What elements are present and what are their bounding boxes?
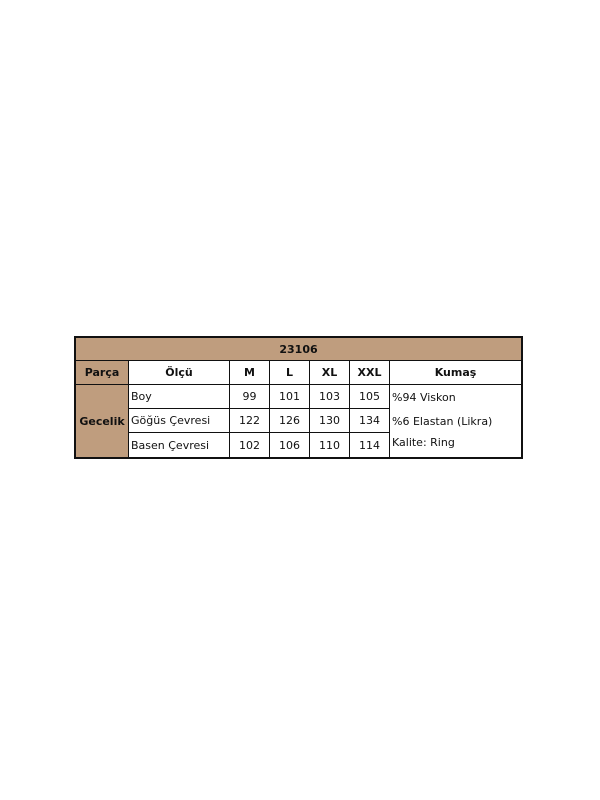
size-chart-table: 23106 Parça Ölçü M L XL XXL Kumaş Geceli…: [74, 336, 523, 459]
value-cell: 114: [350, 433, 390, 457]
value-cell: 102: [230, 433, 270, 457]
value-cell: 101: [270, 385, 310, 409]
header-size-m: M: [230, 361, 270, 385]
fabric-line: Kalite: Ring: [392, 435, 455, 449]
header-part: Parça: [76, 361, 129, 385]
row-label: Göğüs Çevresi: [129, 409, 230, 433]
header-size-xl: XL: [310, 361, 350, 385]
header-fabric: Kumaş: [390, 361, 521, 385]
product-code-title: 23106: [76, 338, 521, 361]
fabric-line: %6 Elastan (Likra): [392, 414, 493, 428]
value-cell: 126: [270, 409, 310, 433]
header-size-xxl: XXL: [350, 361, 390, 385]
value-cell: 134: [350, 409, 390, 433]
value-cell: 110: [310, 433, 350, 457]
value-cell: 105: [350, 385, 390, 409]
value-cell: 99: [230, 385, 270, 409]
row-label: Basen Çevresi: [129, 433, 230, 457]
header-size-l: L: [270, 361, 310, 385]
value-cell: 103: [310, 385, 350, 409]
value-cell: 130: [310, 409, 350, 433]
row-label: Boy: [129, 385, 230, 409]
part-name-cell: Gecelik: [76, 385, 129, 457]
value-cell: 106: [270, 433, 310, 457]
header-measure: Ölçü: [129, 361, 230, 385]
fabric-line: %94 Viskon: [392, 390, 456, 404]
value-cell: 122: [230, 409, 270, 433]
